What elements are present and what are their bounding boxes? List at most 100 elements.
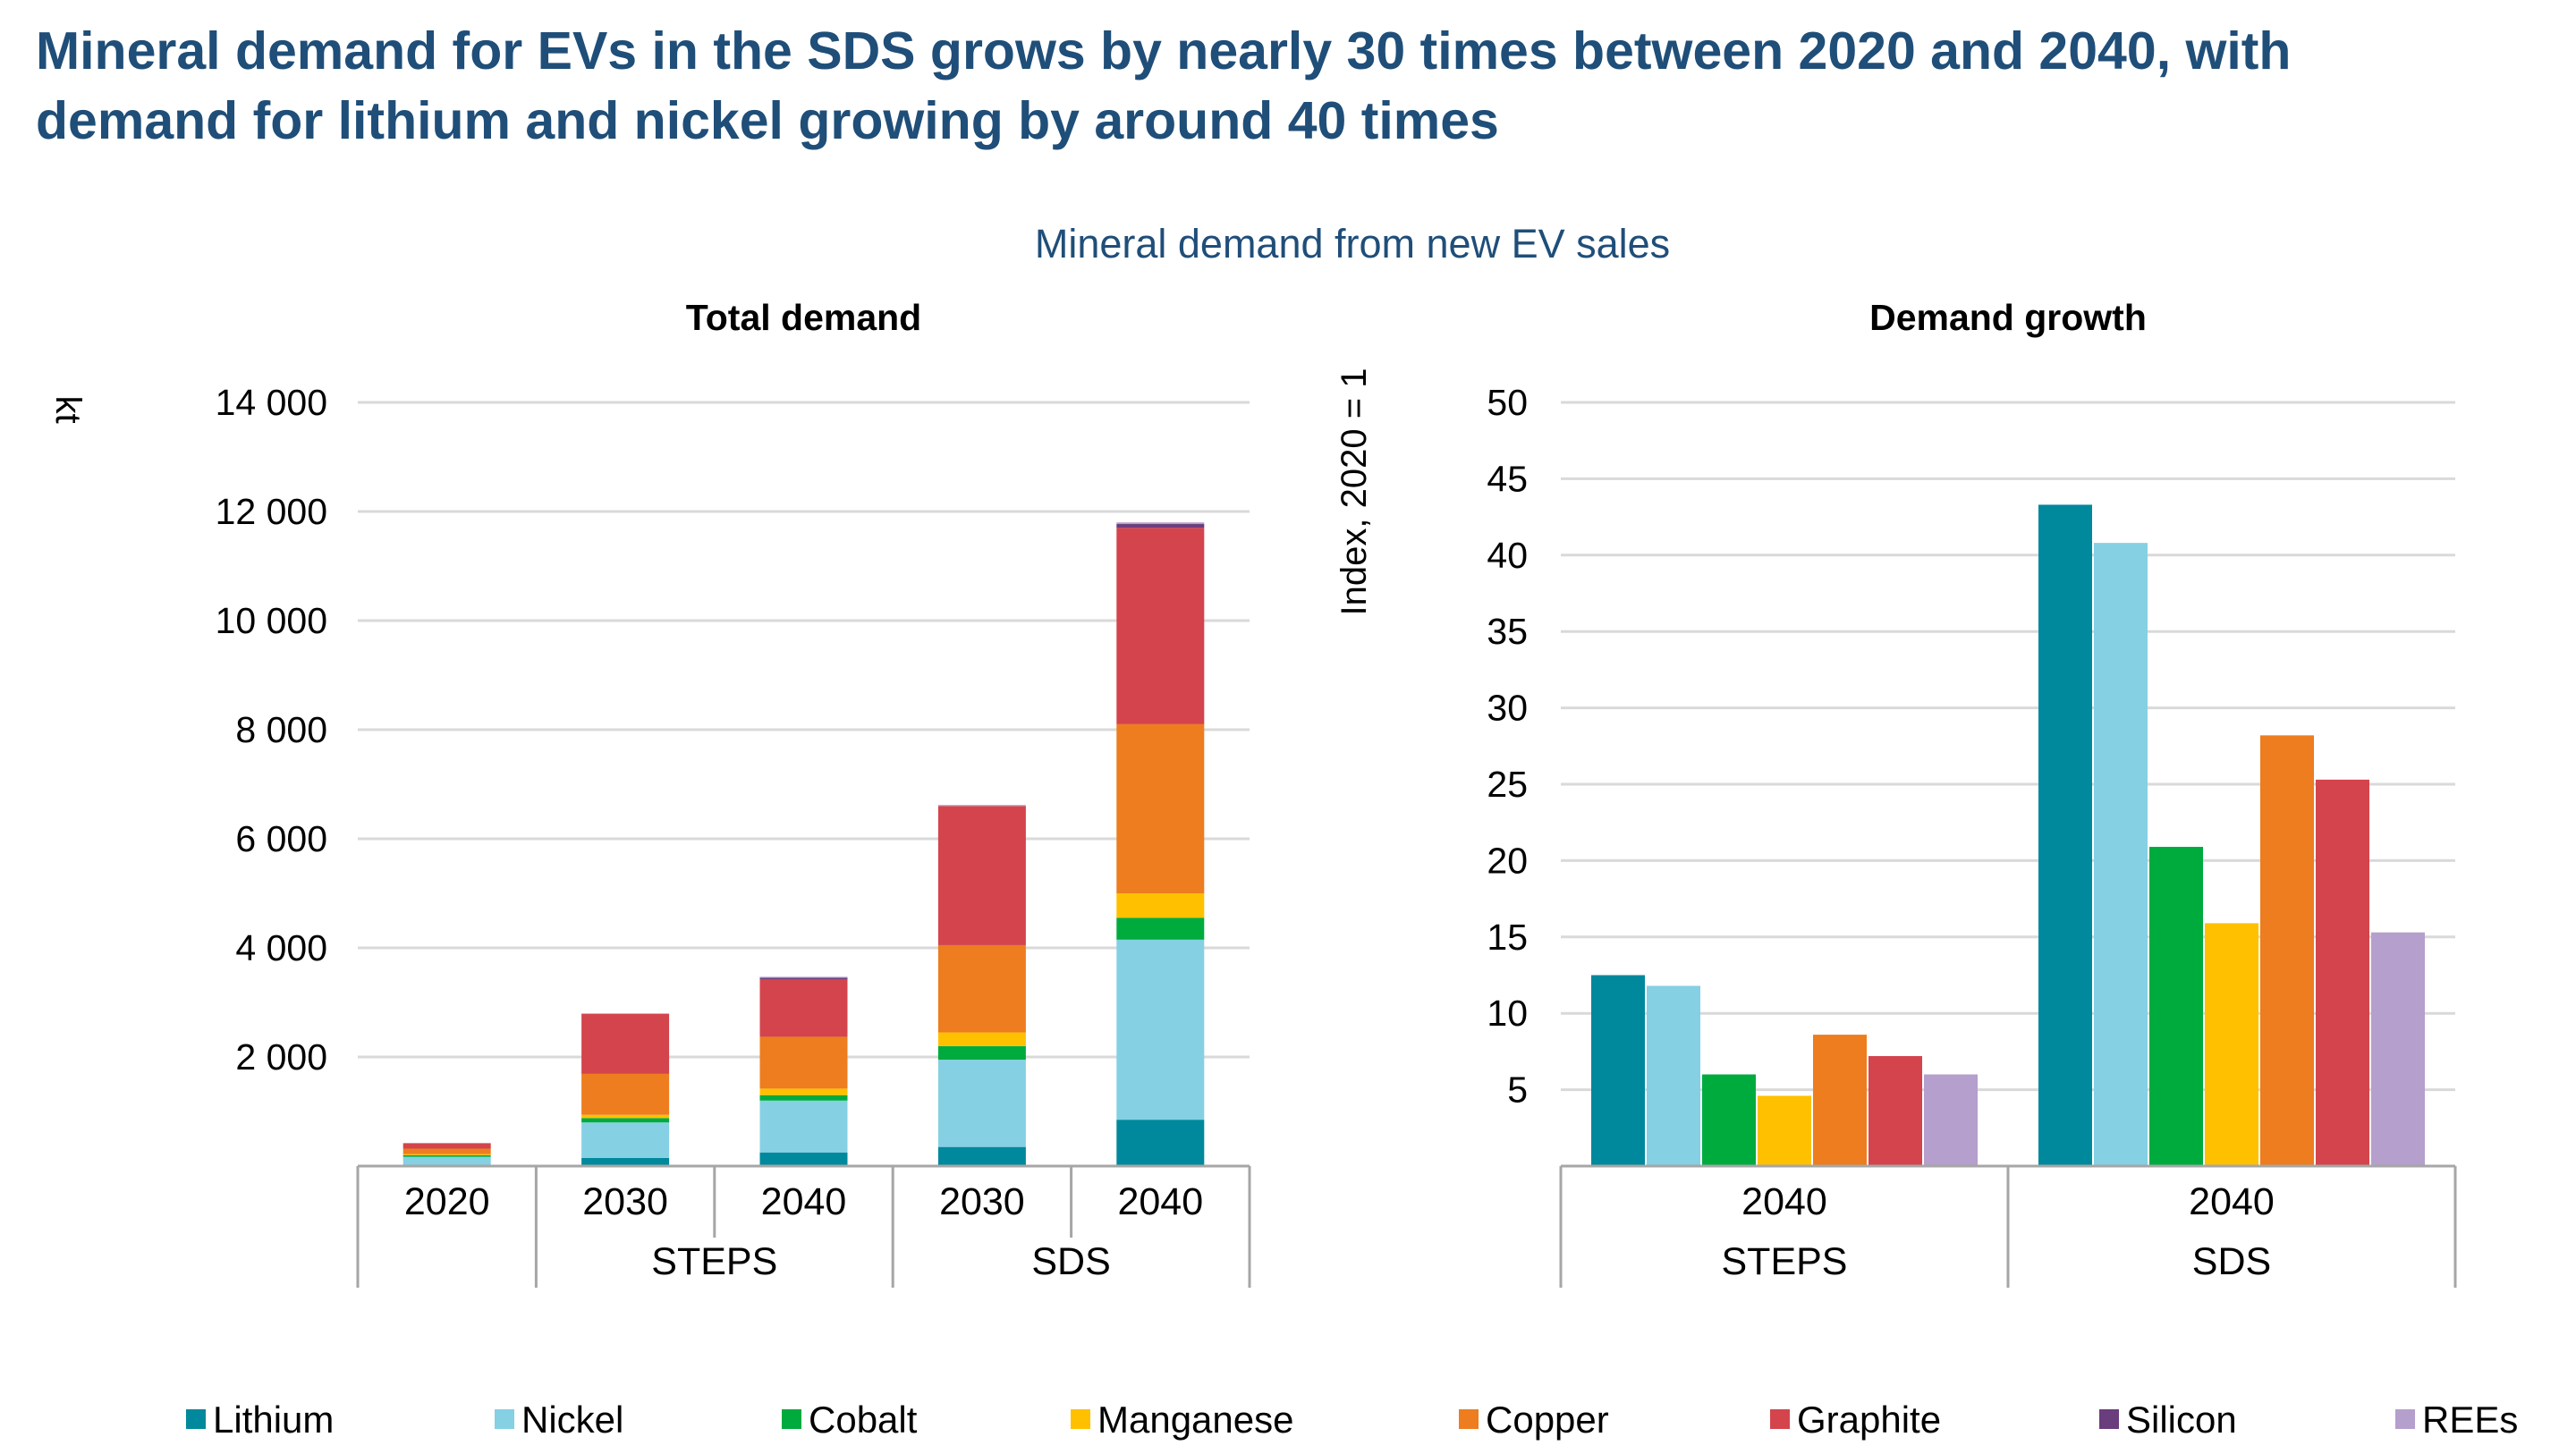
y-tick-label: 4 000 [235,927,327,968]
y-tick-label: 40 [1487,535,1528,576]
bar-cobalt [1702,1074,1756,1166]
chart-subtitle: Mineral demand from new EV sales [1035,221,1670,266]
page-headline: Mineral demand for EVs in the SDS grows … [36,16,2540,156]
bar-nickel [759,1100,848,1153]
bar-rees [937,805,1026,807]
x-group-label: SDS [1031,1240,1110,1283]
bar-lithium [2038,504,2092,1166]
bar-lithium [759,1152,848,1166]
legend-label-graphite: Graphite [1797,1399,1941,1441]
bar-graphite [1116,528,1205,724]
y-axis-label: Index, 2020 = 1 [1335,368,1374,616]
headline-line-2: demand for lithium and nickel growing by… [36,91,1499,150]
legend-label-nickel: Nickel [521,1399,623,1441]
bar-nickel [402,1156,491,1165]
bar-manganese [1116,893,1205,918]
bar-copper [2260,735,2314,1166]
bar-silicon [759,977,848,980]
bar-manganese [402,1154,491,1155]
bar-nickel [2094,543,2148,1166]
x-category-label: 2040 [2189,1180,2275,1223]
y-tick-label: 12 000 [216,491,327,532]
bar-nickel [581,1122,670,1158]
bar-graphite [581,1013,670,1074]
bar-lithium [1116,1120,1205,1166]
x-category-label: 2040 [761,1180,847,1223]
x-category-label: 2040 [1741,1180,1827,1223]
bar-graphite [937,806,1026,945]
bar-lithium [1591,975,1645,1166]
bar-copper [759,1036,848,1089]
legend-swatch-graphite [1770,1409,1790,1429]
bar-nickel [1647,985,1700,1166]
legend-swatch-lithium [186,1409,206,1429]
bar-manganese [1758,1095,1811,1166]
bar-copper [1116,723,1205,893]
x-category-label: 2020 [404,1180,490,1223]
x-group-label: STEPS [1722,1240,1848,1283]
y-tick-label: 20 [1487,840,1528,881]
legend-label-lithium: Lithium [213,1399,334,1441]
headline-line-1: Mineral demand for EVs in the SDS grows … [36,21,2292,80]
bar-copper [1813,1035,1867,1166]
y-tick-label: 35 [1487,611,1528,652]
legend-label-manganese: Manganese [1097,1399,1294,1441]
y-tick-label: 15 [1487,917,1528,958]
y-tick-label: 8 000 [235,709,327,750]
bar-cobalt [937,1045,1026,1061]
x-category-label: 2030 [582,1180,668,1223]
y-tick-label: 6 000 [235,818,327,859]
bar-rees [1116,522,1205,525]
x-category-label: 2030 [939,1180,1025,1223]
bar-copper [402,1148,491,1154]
x-group-label: STEPS [651,1240,777,1283]
bar-manganese [759,1088,848,1095]
y-tick-label: 10 000 [216,600,327,641]
y-axis-label: kt [48,395,88,423]
bar-manganese [2205,923,2258,1166]
legend-label-rees: REEs [2422,1399,2518,1441]
y-tick-label: 14 000 [216,382,327,423]
bar-graphite [759,979,848,1037]
bar-nickel [1116,939,1205,1120]
bar-graphite [2316,779,2369,1166]
y-tick-label: 5 [1507,1069,1528,1111]
legend-swatch-silicon [2099,1409,2119,1429]
bar-cobalt [581,1118,670,1123]
bar-cobalt [1116,917,1205,940]
legend-swatch-nickel [495,1409,514,1429]
bar-nickel [937,1060,1026,1147]
bar-cobalt [402,1154,491,1157]
bar-silicon [1116,524,1205,528]
bar-rees [2371,932,2425,1166]
demand-growth-panel: Demand growth Index, 2020 = 1 5 10 15 20 25 30 3… [1335,297,2457,1288]
chart-legend: Lithium Nickel Cobalt Manganese Copper Graphi… [186,1399,2518,1441]
bar-lithium [581,1157,670,1166]
bar-rees [581,1013,670,1014]
bar-cobalt [759,1095,848,1101]
y-tick-label: 10 [1487,993,1528,1034]
bar-lithium [937,1146,1026,1166]
y-tick-label: 30 [1487,688,1528,729]
legend-swatch-rees [2395,1409,2415,1429]
panel-title: Total demand [686,297,921,338]
legend-swatch-manganese [1071,1409,1090,1429]
y-tick-label: 45 [1487,458,1528,499]
y-tick-label: 25 [1487,764,1528,805]
legend-label-copper: Copper [1486,1399,1609,1441]
bar-rees [759,976,848,978]
legend-label-silicon: Silicon [2126,1399,2237,1441]
total-demand-panel: Total demand kt 2 000 4 000 6 000 8 000 10 000… [48,297,1251,1288]
panel-title: Demand growth [1869,297,2147,338]
bar-manganese [581,1114,670,1119]
y-tick-label: 50 [1487,382,1528,423]
x-category-label: 2040 [1117,1180,1203,1223]
bar-copper [937,944,1026,1033]
bar-cobalt [2149,847,2203,1166]
legend-swatch-cobalt [782,1409,801,1429]
bar-graphite [1868,1056,1922,1166]
bar-graphite [402,1143,491,1149]
bar-rees [1924,1074,1978,1166]
legend-label-cobalt: Cobalt [809,1399,918,1441]
